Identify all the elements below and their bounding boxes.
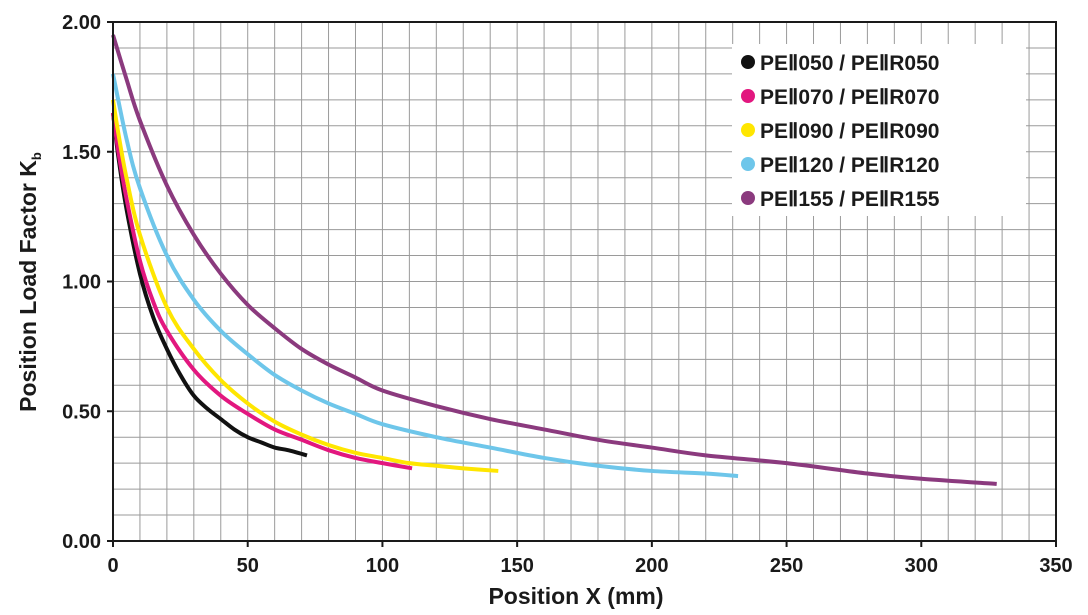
x-tick-label: 150 [500,555,533,577]
series-line-2 [111,112,413,471]
y-tick-label: 0.00 [62,531,101,553]
legend-items: PEⅡ050 / PEⅡR050 PEⅡ070 / PEⅡR070 PEⅡ090 /… [741,52,940,211]
legend-marker [741,157,755,171]
legend-background [732,44,1026,216]
legend: PEⅡ050 / PEⅡR050 PEⅡ070 / PEⅡR070 PEⅡ090 /… [732,44,1026,216]
x-axis-title: Position X (mm) [488,583,663,609]
legend-label: PEⅡ050 / PEⅡR050 [760,52,939,75]
axis-ticks: 0 50 100 150 200 250 300 350 0.00 0.50 1.00 1.50 2.0… [62,12,1073,577]
legend-label: PEⅡ090 / PEⅡR090 [760,120,939,143]
x-tick-label: 250 [770,555,803,577]
series-line-1 [111,112,308,458]
legend-label: PEⅡ120 / PEⅡR120 [760,154,939,177]
legend-label: PEⅡ070 / PEⅡR070 [760,86,939,109]
x-tick-label: 100 [366,555,399,577]
series-lines [111,34,997,486]
x-tick-label: 0 [107,555,118,577]
series-line-4 [111,73,739,479]
y-tick-label: 0.50 [62,401,101,423]
y-axis-title-subscript: b [29,152,44,160]
legend-marker [741,55,755,69]
y-tick-label: 1.00 [62,272,101,294]
legend-marker [741,191,755,205]
legend-marker [741,123,755,137]
legend-label: PEⅡ155 / PEⅡR155 [760,188,940,211]
x-tick-label: 50 [237,555,259,577]
series-line-3 [111,99,499,473]
y-tick-label: 1.50 [62,142,101,164]
y-axis-title-main: Position Load Factor K [15,160,41,412]
y-axis-title: Position Load Factor Kb [15,152,44,412]
x-tick-label: 350 [1039,555,1072,577]
x-tick-label: 300 [905,555,938,577]
x-tick-label: 200 [635,555,668,577]
y-tick-label: 2.00 [62,12,101,34]
legend-marker [741,89,755,103]
series-line-5 [111,34,997,486]
